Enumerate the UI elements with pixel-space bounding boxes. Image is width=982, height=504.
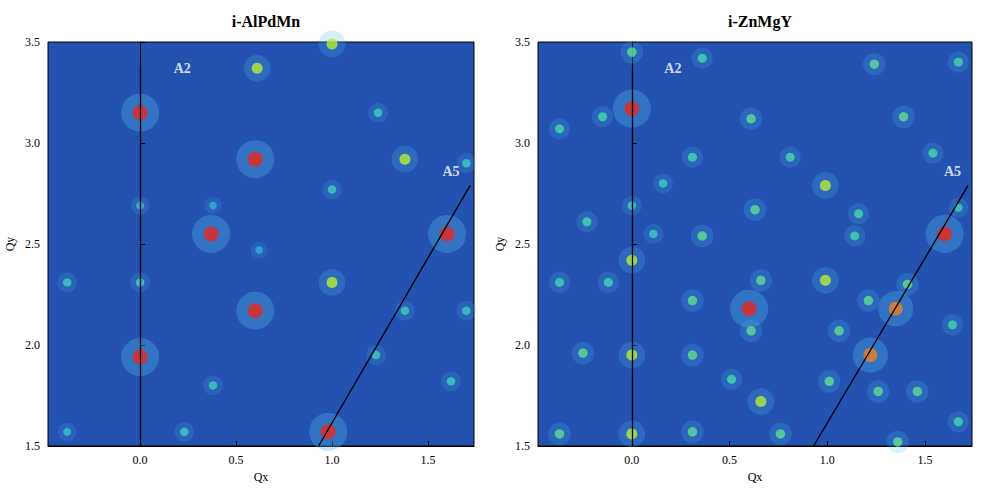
svg-text:3.0: 3.0 [515, 136, 530, 150]
svg-text:0.0: 0.0 [133, 453, 148, 467]
svg-text:0.5: 0.5 [229, 453, 244, 467]
svg-text:0.5: 0.5 [722, 453, 737, 467]
svg-text:0.0: 0.0 [624, 453, 639, 467]
svg-text:A2: A2 [174, 61, 191, 76]
svg-text:Qx: Qx [254, 470, 269, 484]
svg-text:1.5: 1.5 [420, 453, 435, 467]
svg-text:2.5: 2.5 [515, 237, 530, 251]
svg-text:1.5: 1.5 [918, 453, 933, 467]
svg-text:i-AlPdMn: i-AlPdMn [232, 13, 301, 30]
svg-text:1.0: 1.0 [325, 453, 340, 467]
svg-text:Qx: Qx [748, 470, 763, 484]
svg-text:A5: A5 [944, 164, 961, 179]
svg-text:Qy: Qy [493, 237, 507, 252]
svg-text:1.0: 1.0 [820, 453, 835, 467]
svg-text:2.5: 2.5 [25, 237, 40, 251]
svg-text:i-ZnMgY: i-ZnMgY [728, 13, 792, 31]
svg-text:3.5: 3.5 [25, 35, 40, 49]
svg-text:3.0: 3.0 [25, 136, 40, 150]
svg-text:Qy: Qy [3, 237, 17, 252]
svg-text:2.0: 2.0 [25, 338, 40, 352]
svg-text:1.5: 1.5 [515, 439, 530, 453]
svg-text:3.5: 3.5 [515, 35, 530, 49]
svg-text:1.5: 1.5 [25, 439, 40, 453]
svg-text:A2: A2 [664, 61, 681, 76]
svg-text:A5: A5 [442, 164, 459, 179]
svg-text:2.0: 2.0 [515, 338, 530, 352]
